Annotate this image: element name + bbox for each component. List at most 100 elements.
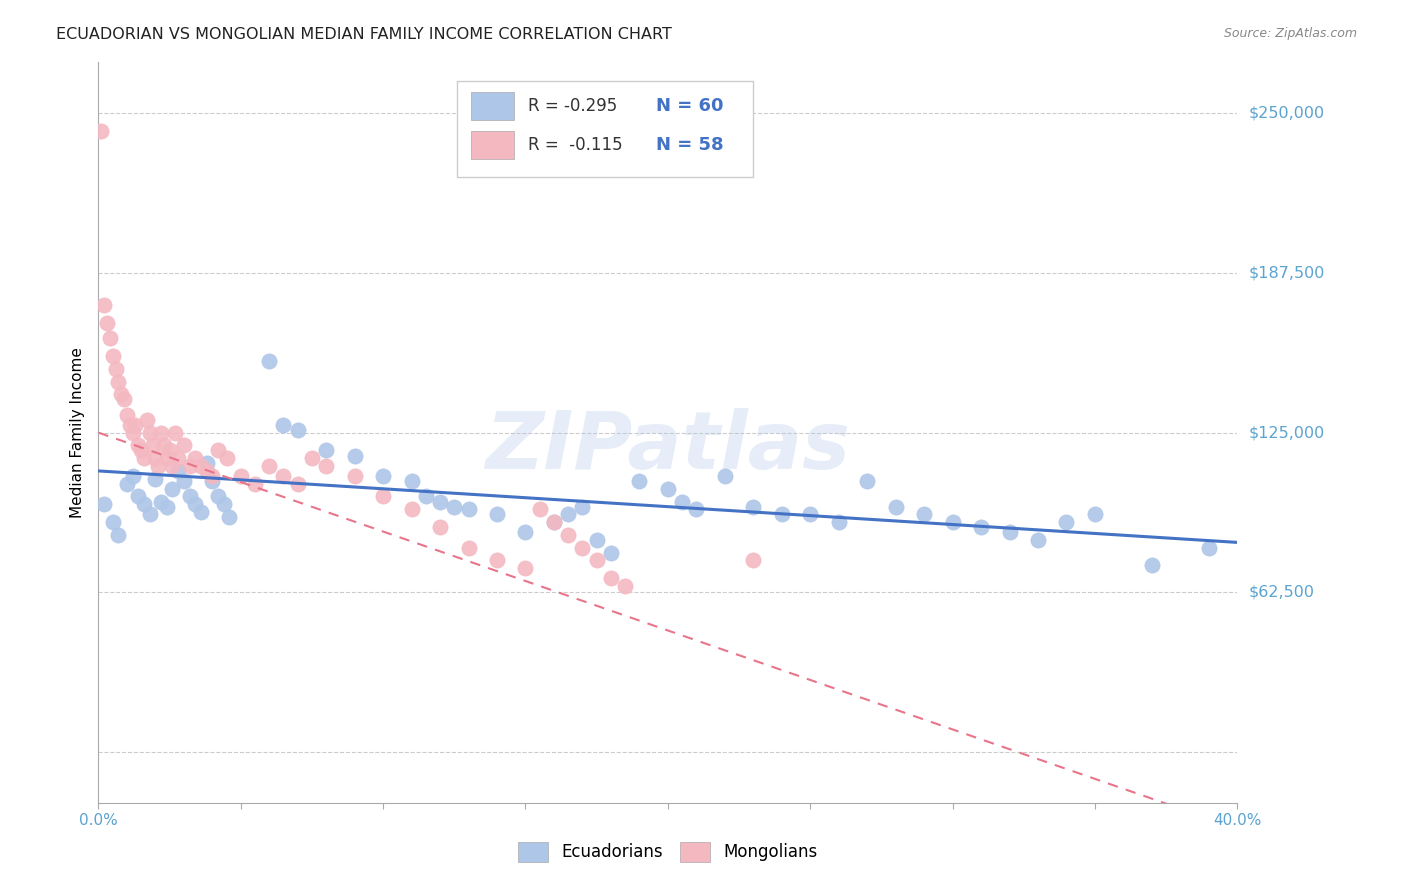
Point xyxy=(585,533,607,547)
Point xyxy=(118,417,141,432)
Point xyxy=(273,469,295,483)
Point xyxy=(828,515,851,529)
Point xyxy=(742,500,765,514)
Point xyxy=(184,451,207,466)
Point xyxy=(107,375,129,389)
Point xyxy=(138,508,160,522)
Point xyxy=(628,474,651,488)
Point xyxy=(1198,541,1220,555)
Point xyxy=(127,490,149,504)
Point xyxy=(571,500,593,514)
Point xyxy=(150,494,173,508)
Point xyxy=(138,425,160,440)
Point xyxy=(167,464,190,478)
Point xyxy=(571,541,593,555)
Point xyxy=(179,490,201,504)
Point xyxy=(273,417,295,432)
Point xyxy=(1056,515,1078,529)
Point xyxy=(457,541,479,555)
Point xyxy=(110,387,132,401)
Text: $62,500: $62,500 xyxy=(1249,584,1315,599)
Point xyxy=(600,546,623,560)
Point xyxy=(343,449,366,463)
Point xyxy=(201,474,224,488)
FancyBboxPatch shape xyxy=(457,81,754,178)
Point xyxy=(657,482,679,496)
Point xyxy=(121,425,143,440)
Point xyxy=(229,469,252,483)
Point xyxy=(190,505,212,519)
Point xyxy=(799,508,821,522)
Point xyxy=(173,474,195,488)
Point xyxy=(1084,508,1107,522)
Text: $125,000: $125,000 xyxy=(1249,425,1324,440)
Legend: Ecuadorians, Mongolians: Ecuadorians, Mongolians xyxy=(512,835,824,869)
Point xyxy=(557,527,579,541)
Point xyxy=(107,527,129,541)
Point xyxy=(93,298,115,312)
Point xyxy=(153,438,176,452)
Point xyxy=(585,553,607,567)
Point xyxy=(856,474,879,488)
Point xyxy=(243,476,266,491)
Point xyxy=(150,425,173,440)
Point xyxy=(343,469,366,483)
Point xyxy=(148,458,170,473)
Point xyxy=(129,443,152,458)
Point xyxy=(104,361,127,376)
Point xyxy=(93,497,115,511)
Point xyxy=(179,458,201,473)
Point xyxy=(301,451,323,466)
Point xyxy=(90,124,112,138)
Point xyxy=(912,508,935,522)
Point xyxy=(173,438,195,452)
Point xyxy=(401,502,423,516)
Point xyxy=(529,502,551,516)
Point xyxy=(543,515,565,529)
Point xyxy=(557,508,579,522)
Point xyxy=(101,349,124,363)
Point xyxy=(162,458,184,473)
Point xyxy=(112,392,135,407)
Point xyxy=(201,469,224,483)
Point xyxy=(998,525,1021,540)
Point xyxy=(415,490,437,504)
Point xyxy=(970,520,993,534)
Point xyxy=(98,331,121,345)
Point xyxy=(159,443,181,458)
Point xyxy=(287,423,309,437)
Point xyxy=(742,553,765,567)
Point xyxy=(135,413,157,427)
Point xyxy=(457,502,479,516)
Text: R =  -0.115: R = -0.115 xyxy=(527,136,623,153)
Text: N = 60: N = 60 xyxy=(657,97,724,115)
Point xyxy=(132,497,155,511)
Point xyxy=(115,408,138,422)
Point xyxy=(190,458,212,473)
Point xyxy=(207,443,229,458)
Point xyxy=(543,515,565,529)
Point xyxy=(614,579,637,593)
Text: $250,000: $250,000 xyxy=(1249,106,1324,121)
Y-axis label: Median Family Income: Median Family Income xyxy=(70,347,86,518)
Point xyxy=(121,469,143,483)
Point xyxy=(165,425,187,440)
Point xyxy=(373,490,395,504)
Point xyxy=(124,417,146,432)
Point xyxy=(218,509,240,524)
Point xyxy=(1026,533,1049,547)
Point xyxy=(671,494,693,508)
Point xyxy=(770,508,793,522)
Point xyxy=(429,520,451,534)
Point xyxy=(443,500,465,514)
Point xyxy=(515,561,537,575)
Point xyxy=(207,490,229,504)
Point xyxy=(486,508,509,522)
Point xyxy=(184,497,207,511)
Text: ZIPatlas: ZIPatlas xyxy=(485,409,851,486)
Point xyxy=(315,458,337,473)
Point xyxy=(167,451,190,466)
FancyBboxPatch shape xyxy=(471,130,515,159)
Point xyxy=(259,354,281,368)
Point xyxy=(600,571,623,585)
